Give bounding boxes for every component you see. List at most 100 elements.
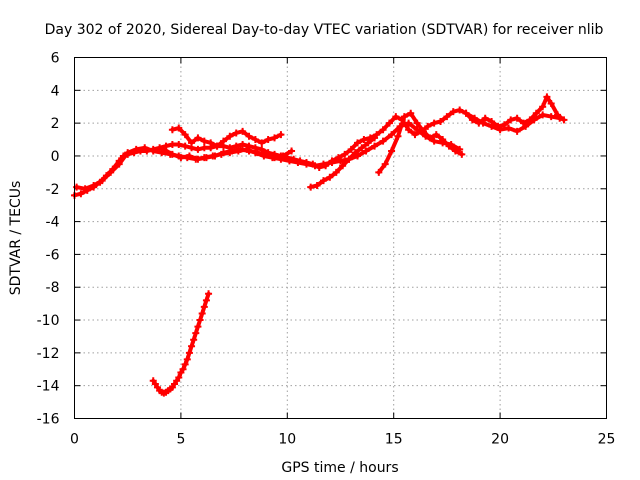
data-point [149,147,157,155]
data-point [507,116,515,124]
data-point [194,155,202,163]
data-point [239,127,247,135]
data-point [400,113,408,121]
data-point [168,150,176,158]
data-point [168,126,176,134]
data-point [347,145,355,153]
data-point [141,144,149,152]
data-point [177,154,185,162]
data-point [198,309,206,317]
data-point [411,131,419,139]
data-point [232,129,240,137]
series-trace [72,94,566,198]
data-point [449,108,457,116]
data-point [228,147,236,155]
data-point [245,132,253,140]
data-point [168,140,176,148]
y-tick-label: 4 [51,83,60,99]
data-point [245,147,253,155]
data-point [341,150,349,158]
data-point [405,119,413,127]
data-point [213,142,221,150]
y-tick-label: -12 [37,346,60,362]
data-point [532,109,540,117]
data-point [362,147,370,155]
data-point [175,140,183,148]
data-point [345,155,353,163]
data-point [445,142,453,150]
data-point [375,168,383,176]
x-tick-label: 25 [598,432,616,448]
data-point [437,117,445,125]
data-point [132,145,140,153]
series-group [375,109,466,176]
data-point [264,136,272,144]
data-point [124,149,132,157]
data-point [202,296,210,304]
data-point [185,152,193,160]
data-point [379,126,387,134]
data-point [479,119,487,127]
series-group [307,134,379,191]
data-point [424,122,432,130]
data-point [194,145,202,153]
data-point [288,147,296,155]
data-point [481,114,489,122]
data-point [439,136,447,144]
data-point [107,168,115,176]
plot-area [71,93,568,397]
y-tick-label: 0 [51,149,60,165]
data-point [181,360,189,368]
y-axis-label: SDTVAR / TECUs [8,181,24,296]
data-point [556,114,564,122]
data-point [364,139,372,147]
x-tick-label: 5 [176,432,185,448]
data-point [419,127,427,135]
data-point [458,150,466,158]
data-point [236,145,244,153]
data-point [294,159,302,167]
data-point [175,373,183,381]
data-point [190,336,198,344]
y-tick-label: 6 [51,51,60,67]
data-point [547,113,555,121]
data-point [547,99,555,107]
data-point [443,113,451,121]
data-point [451,147,459,155]
data-point [462,109,470,117]
data-point [388,131,396,139]
y-tick-label: -4 [46,215,60,231]
y-tick-label: -6 [46,247,60,263]
y-tick-label: -2 [46,182,60,198]
y-tick-label: -16 [37,412,60,428]
data-point [328,159,336,167]
data-point [385,119,393,127]
data-point [371,134,379,142]
data-point [90,181,98,189]
data-point [181,142,189,150]
data-point [200,137,208,145]
data-point [313,181,321,189]
data-point [81,185,89,193]
data-point [332,168,340,176]
data-point [196,316,204,324]
data-point [207,139,215,147]
series-trace [161,147,294,162]
data-point [456,106,464,114]
data-point [354,139,362,147]
data-point [285,157,293,165]
data-point [319,160,327,168]
data-point [432,131,440,139]
data-point [205,290,213,298]
data-point [302,160,310,168]
axis-ticks: 0 5 10 15 20 25 -16 -14 -12 -10 -8 -6 -4 -2 0 2 4 6 [37,51,616,448]
data-point [115,160,123,168]
data-point [185,349,193,357]
data-point [426,134,434,142]
data-point [156,144,164,152]
chart-title: Day 302 of 2020, Sidereal Day-to-day VTE… [45,22,604,38]
data-point [388,147,396,155]
data-point [181,131,189,139]
data-point [277,131,285,139]
